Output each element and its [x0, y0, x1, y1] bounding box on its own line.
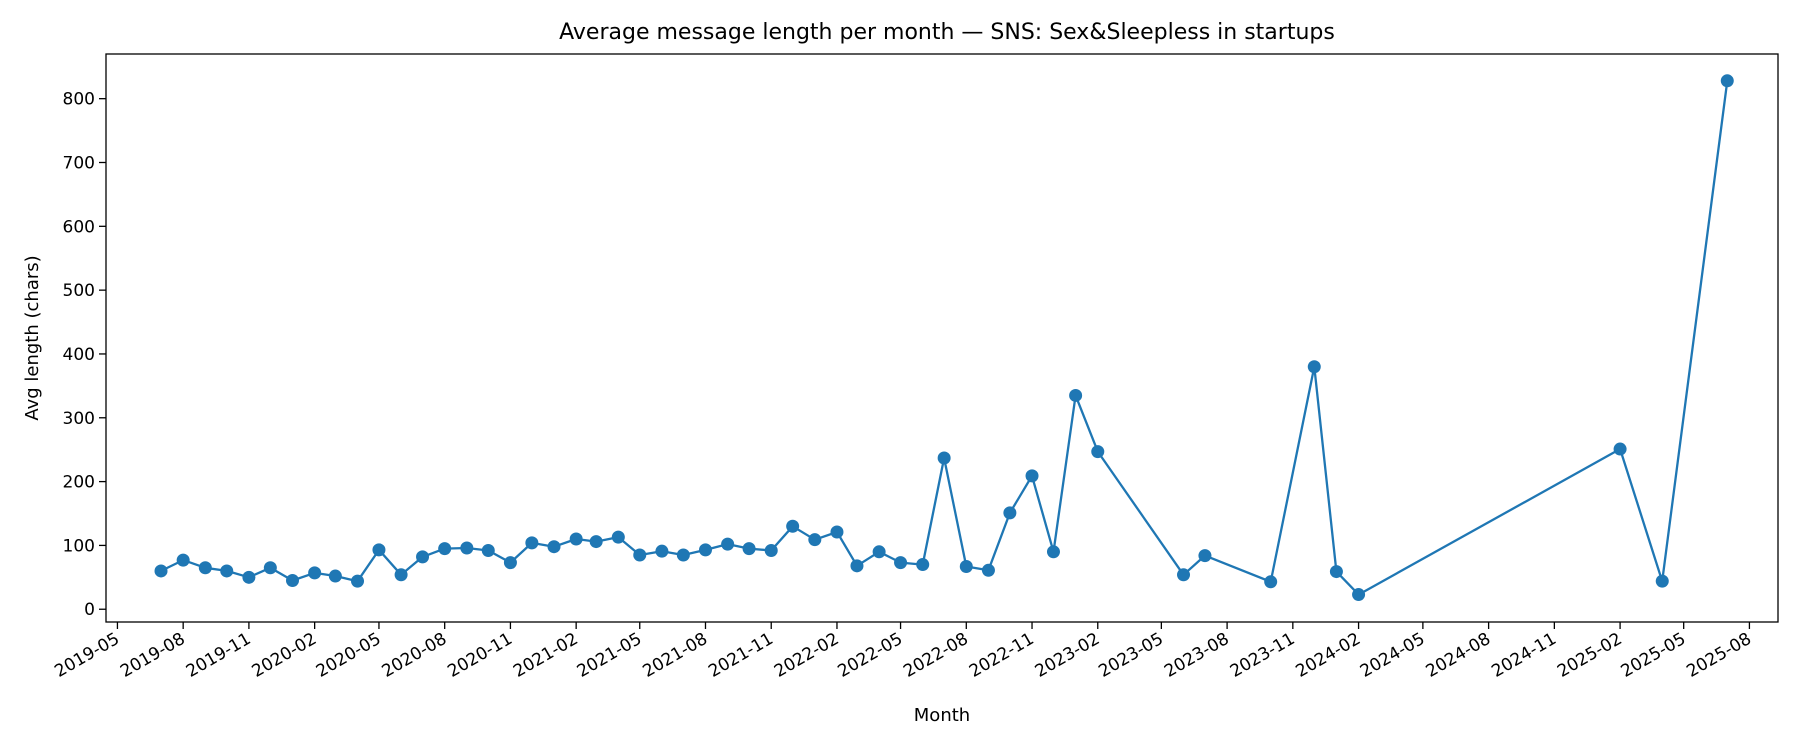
x-tick-label: 2019-11 [183, 629, 255, 682]
data-point [438, 542, 452, 556]
data-point [1352, 588, 1366, 602]
x-tick-label: 2021-11 [705, 629, 777, 682]
data-point [850, 559, 864, 573]
data-point [589, 535, 603, 549]
y-axis-label: Avg length (chars) [22, 255, 43, 420]
data-point [154, 564, 168, 578]
data-point [981, 563, 995, 577]
x-tick-label: 2020-02 [249, 629, 321, 682]
y-tick-label: 400 [63, 345, 95, 365]
x-tick-label: 2022-08 [900, 629, 972, 682]
data-point [416, 550, 430, 564]
x-tick-label: 2025-08 [1683, 629, 1755, 682]
data-point [894, 556, 908, 570]
x-tick-label: 2022-11 [966, 629, 1038, 682]
y-tick-label: 100 [63, 536, 95, 556]
y-tick-label: 700 [63, 153, 95, 173]
data-point [503, 556, 517, 570]
data-point [937, 451, 951, 465]
axis-ticks: 01002003004005006007008002019-052019-082… [51, 90, 1755, 682]
data-point [176, 553, 190, 567]
x-tick-label: 2021-05 [574, 629, 646, 682]
x-tick-label: 2020-11 [444, 629, 516, 682]
x-tick-label: 2021-08 [639, 629, 711, 682]
data-point [808, 533, 822, 547]
data-point [285, 574, 299, 588]
data-point [959, 559, 973, 573]
x-tick-label: 2019-08 [117, 629, 189, 682]
x-tick-label: 2020-05 [313, 629, 385, 682]
data-point [764, 544, 778, 558]
data-point [830, 525, 844, 539]
data-point [698, 543, 712, 557]
y-tick-label: 800 [63, 90, 95, 110]
x-tick-label: 2024-02 [1293, 629, 1365, 682]
data-point [1307, 360, 1321, 374]
x-tick-label: 2022-02 [771, 629, 843, 682]
x-tick-label: 2025-05 [1618, 629, 1690, 682]
data-point [372, 543, 386, 557]
x-tick-label: 2023-08 [1161, 629, 1233, 682]
x-tick-label: 2021-02 [510, 629, 582, 682]
data-point [786, 519, 800, 533]
data-point [460, 541, 474, 555]
data-point [1177, 568, 1191, 582]
data-point [1720, 74, 1734, 88]
x-tick-label: 2024-11 [1488, 629, 1560, 682]
x-tick-label: 2019-05 [51, 629, 123, 682]
data-point [1069, 388, 1083, 402]
data-point [547, 540, 561, 554]
y-tick-label: 200 [63, 473, 95, 493]
data-point [1198, 549, 1212, 563]
data-point [481, 544, 495, 558]
data-point [569, 532, 583, 546]
x-tick-label: 2023-05 [1095, 629, 1167, 682]
data-point [1329, 565, 1343, 579]
axes-frame [105, 53, 1779, 623]
data-point [220, 564, 234, 578]
data-point [525, 536, 539, 550]
data-point [1655, 574, 1669, 588]
data-point [676, 548, 690, 562]
data-point [308, 566, 322, 580]
x-tick-label: 2024-08 [1423, 629, 1495, 682]
data-point [916, 558, 930, 572]
x-tick-label: 2022-05 [835, 629, 907, 682]
x-tick-label: 2020-08 [379, 629, 451, 682]
data-point [742, 542, 756, 556]
y-tick-label: 600 [63, 217, 95, 237]
data-point [394, 568, 408, 582]
x-tick-label: 2024-05 [1357, 629, 1429, 682]
data-point [198, 561, 212, 575]
data-point [242, 570, 256, 584]
data-point [655, 544, 669, 558]
x-axis-label: Month [914, 705, 970, 726]
y-tick-label: 0 [84, 600, 95, 620]
data-point [263, 561, 277, 575]
data-point [872, 545, 886, 559]
data-point [351, 574, 365, 588]
chart-title: Average message length per month — SNS: … [559, 20, 1335, 45]
data-point [1046, 545, 1060, 559]
data-point [328, 569, 342, 583]
y-tick-label: 300 [63, 409, 95, 429]
x-tick-label: 2023-02 [1032, 629, 1104, 682]
data-point [1264, 575, 1278, 589]
data-point [1613, 442, 1627, 456]
data-point [1025, 469, 1039, 483]
y-tick-label: 500 [63, 281, 95, 301]
x-tick-label: 2023-11 [1227, 629, 1299, 682]
data-point [1003, 506, 1017, 520]
data-point [611, 530, 625, 544]
data-point [721, 537, 735, 551]
series-line [160, 80, 1729, 596]
data-point [1091, 445, 1105, 459]
x-tick-label: 2025-02 [1554, 629, 1626, 682]
plot-area [154, 74, 1734, 602]
data-point [633, 548, 647, 562]
